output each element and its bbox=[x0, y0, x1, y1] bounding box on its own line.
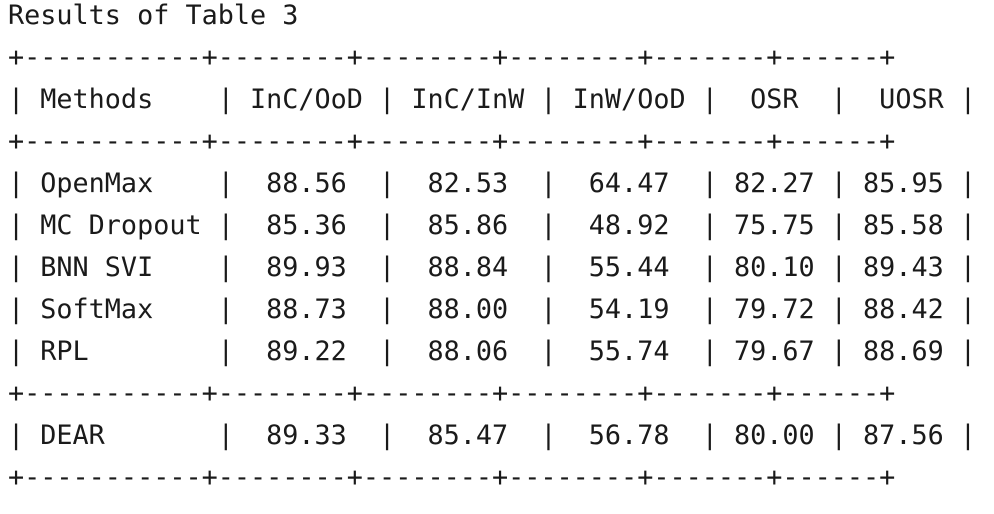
table-border-mid: +-----------+--------+--------+--------+… bbox=[8, 378, 896, 409]
table-row: | RPL | 89.22 | 88.06 | 55.74 | 79.67 | … bbox=[8, 336, 976, 367]
table-row: | DEAR | 89.33 | 85.47 | 56.78 | 80.00 |… bbox=[8, 420, 976, 451]
table-border-header: +-----------+--------+--------+--------+… bbox=[8, 126, 896, 157]
table-header-row: | Methods | InC/OoD | InC/InW | InW/OoD … bbox=[8, 84, 976, 115]
table-border-bottom: +-----------+--------+--------+--------+… bbox=[8, 462, 896, 493]
table-row: | BNN SVI | 89.93 | 88.84 | 55.44 | 80.1… bbox=[8, 252, 976, 283]
table-row: | SoftMax | 88.73 | 88.00 | 54.19 | 79.7… bbox=[8, 294, 976, 325]
output-title: Results of Table 3 bbox=[8, 0, 299, 31]
table-border-top: +-----------+--------+--------+--------+… bbox=[8, 42, 896, 73]
table-row: | MC Dropout | 85.36 | 85.86 | 48.92 | 7… bbox=[8, 210, 976, 241]
table-row: | OpenMax | 88.56 | 82.53 | 64.47 | 82.2… bbox=[8, 168, 976, 199]
